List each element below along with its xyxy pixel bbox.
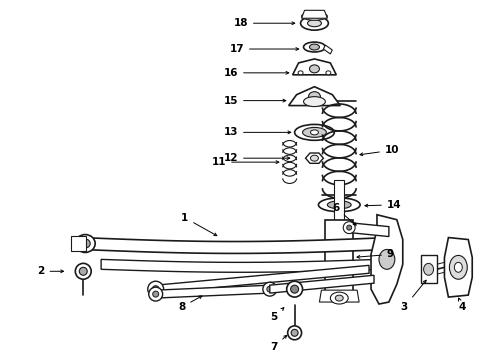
Ellipse shape bbox=[80, 239, 90, 248]
Ellipse shape bbox=[303, 96, 325, 107]
Text: 17: 17 bbox=[229, 44, 299, 54]
Ellipse shape bbox=[309, 92, 320, 102]
Ellipse shape bbox=[308, 20, 321, 27]
Ellipse shape bbox=[298, 71, 303, 75]
Ellipse shape bbox=[148, 281, 164, 297]
Ellipse shape bbox=[301, 12, 327, 20]
Ellipse shape bbox=[310, 65, 319, 73]
Ellipse shape bbox=[347, 225, 352, 230]
Text: 14: 14 bbox=[365, 200, 401, 210]
Ellipse shape bbox=[263, 282, 277, 296]
Ellipse shape bbox=[287, 281, 302, 297]
Ellipse shape bbox=[291, 285, 298, 293]
Ellipse shape bbox=[153, 291, 159, 297]
Text: 2: 2 bbox=[37, 266, 64, 276]
Ellipse shape bbox=[379, 249, 395, 269]
Polygon shape bbox=[72, 235, 86, 251]
Text: 9: 9 bbox=[357, 249, 394, 260]
Ellipse shape bbox=[267, 286, 273, 292]
Polygon shape bbox=[270, 275, 374, 293]
Ellipse shape bbox=[326, 71, 331, 75]
Ellipse shape bbox=[311, 130, 319, 135]
Bar bbox=[325, 220, 353, 294]
Text: 3: 3 bbox=[401, 280, 426, 312]
Polygon shape bbox=[293, 59, 336, 75]
Ellipse shape bbox=[424, 264, 434, 275]
Polygon shape bbox=[349, 223, 389, 237]
Polygon shape bbox=[156, 285, 270, 298]
Polygon shape bbox=[101, 260, 379, 272]
Ellipse shape bbox=[300, 16, 328, 30]
Text: 15: 15 bbox=[223, 96, 286, 105]
Ellipse shape bbox=[318, 198, 360, 212]
Polygon shape bbox=[306, 153, 323, 163]
Ellipse shape bbox=[149, 287, 163, 301]
Ellipse shape bbox=[75, 264, 91, 279]
Polygon shape bbox=[301, 10, 327, 18]
Ellipse shape bbox=[79, 267, 87, 275]
Ellipse shape bbox=[343, 222, 355, 234]
Text: 6: 6 bbox=[332, 203, 356, 225]
Text: 16: 16 bbox=[223, 68, 289, 78]
Text: 12: 12 bbox=[223, 153, 290, 163]
Ellipse shape bbox=[327, 201, 351, 209]
Ellipse shape bbox=[330, 292, 348, 304]
Polygon shape bbox=[156, 265, 369, 293]
Ellipse shape bbox=[152, 286, 159, 293]
Polygon shape bbox=[323, 45, 332, 54]
Text: 10: 10 bbox=[360, 145, 399, 156]
Bar bbox=[334, 180, 344, 220]
Polygon shape bbox=[319, 290, 359, 302]
Text: 18: 18 bbox=[233, 18, 294, 28]
Polygon shape bbox=[81, 238, 389, 253]
Ellipse shape bbox=[288, 326, 301, 340]
Ellipse shape bbox=[449, 255, 467, 279]
Ellipse shape bbox=[311, 155, 319, 161]
Ellipse shape bbox=[302, 127, 326, 137]
Ellipse shape bbox=[335, 295, 343, 301]
Ellipse shape bbox=[294, 125, 334, 140]
Text: 8: 8 bbox=[178, 296, 202, 312]
Text: 1: 1 bbox=[181, 213, 217, 236]
Ellipse shape bbox=[291, 329, 298, 336]
Ellipse shape bbox=[310, 44, 319, 50]
Text: 5: 5 bbox=[270, 308, 284, 322]
Polygon shape bbox=[289, 87, 340, 105]
Ellipse shape bbox=[75, 235, 95, 252]
Polygon shape bbox=[444, 238, 472, 297]
Ellipse shape bbox=[303, 42, 325, 52]
Polygon shape bbox=[420, 255, 437, 283]
Polygon shape bbox=[371, 215, 403, 304]
Text: 13: 13 bbox=[223, 127, 291, 138]
Text: 7: 7 bbox=[270, 336, 287, 352]
Ellipse shape bbox=[454, 262, 462, 272]
Text: 11: 11 bbox=[212, 157, 279, 167]
Text: 4: 4 bbox=[458, 298, 466, 312]
